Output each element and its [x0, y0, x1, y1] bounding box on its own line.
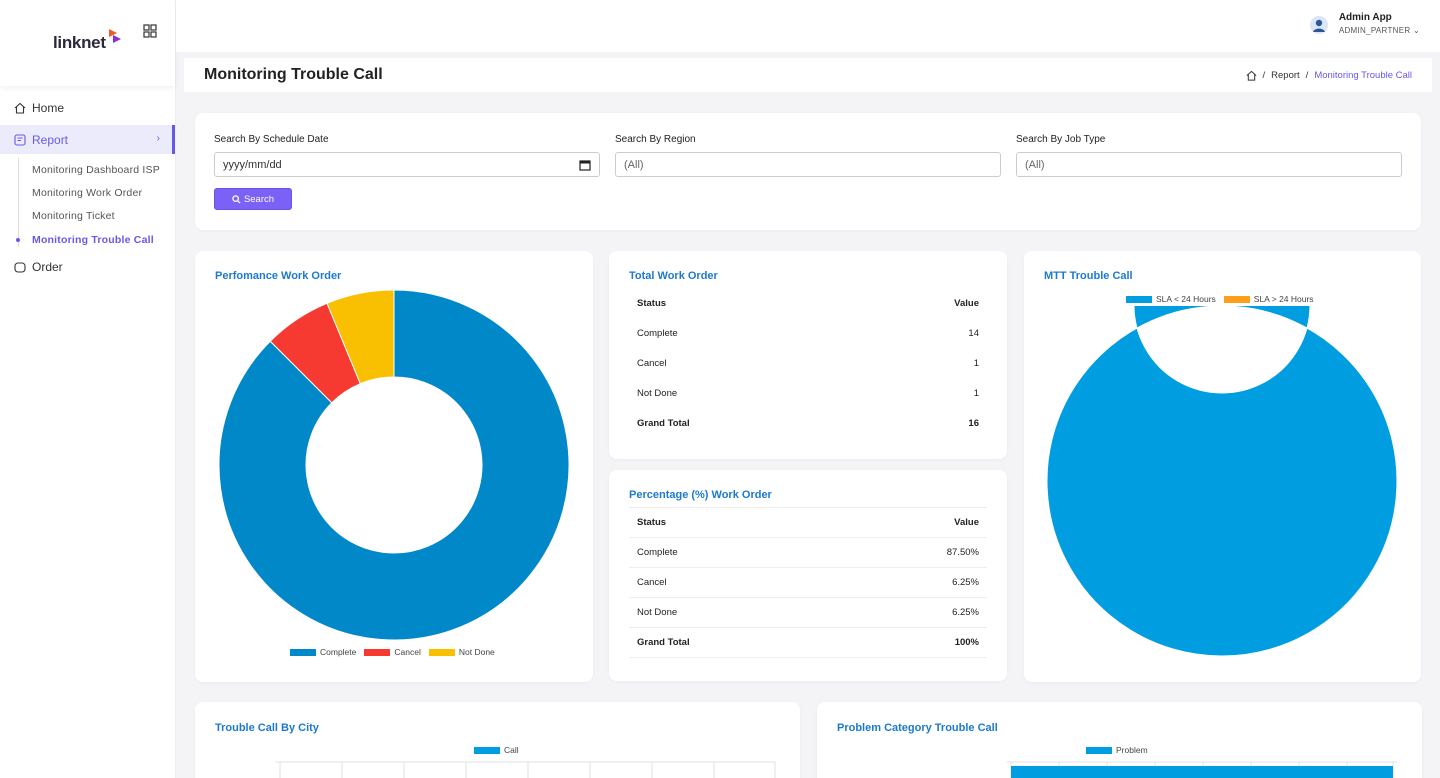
pct-wo-title: Percentage (%) Work Order — [629, 489, 772, 501]
search-button[interactable]: Search — [214, 188, 292, 210]
home-icon — [14, 102, 26, 114]
page-header: Monitoring Trouble Call / Report / Monit… — [184, 58, 1432, 92]
table-row: Cancel 1 — [637, 357, 979, 369]
problem-card: Problem Category Trouble Call Problem — [817, 702, 1422, 778]
legend-item-cancel[interactable]: Cancel — [364, 647, 421, 657]
problem-bar — [1011, 766, 1393, 778]
user-role: ADMIN_PARTNER ⌄ — [1338, 26, 1420, 35]
legend-swatch — [1223, 295, 1250, 303]
table-row: Complete 87.50% — [629, 537, 987, 568]
jobtype-select[interactable]: (All) — [1016, 152, 1402, 177]
logo-area: linknet — [0, 0, 175, 86]
table-row: Complete 14 — [637, 327, 979, 339]
breadcrumb: / Report / Monitoring Trouble Call — [1246, 70, 1412, 81]
brand-logo[interactable]: linknet — [53, 33, 106, 52]
order-icon — [14, 261, 26, 273]
top-bar: Admin App ADMIN_PARTNER ⌄ — [176, 0, 1440, 52]
sidebar-item-label: Report — [32, 132, 69, 147]
donut-slice-complete[interactable] — [218, 289, 570, 641]
pct-wo-table: Status Value Complete 87.50% Cancel 6.25% N… — [629, 507, 987, 658]
mtt-legend: SLA < 24 Hours SLA > 24 Hours — [1126, 294, 1322, 304]
date-filter-label: Search By Schedule Date — [214, 134, 329, 145]
city-card: Trouble Call By City Call — [195, 702, 800, 778]
sidebar-item-home[interactable]: Home — [0, 92, 175, 123]
grand-total-row: Grand Total 16 — [637, 417, 979, 429]
legend-item-not-done[interactable]: Not Done — [428, 647, 495, 657]
user-menu[interactable]: Admin App ADMIN_PARTNER ⌄ — [1309, 12, 1420, 35]
mtt-title: MTT Trouble Call — [1044, 270, 1133, 282]
logo-mark-icon — [109, 29, 121, 43]
legend-item-sla-lt-24[interactable]: SLA < 24 Hours — [1126, 294, 1216, 304]
legend-item-call[interactable]: Call — [474, 745, 519, 755]
sidebar-item-label: Order — [32, 259, 63, 274]
city-legend: Call — [474, 745, 527, 755]
mtt-card: MTT Trouble Call SLA < 24 Hours SLA > 24… — [1024, 251, 1421, 682]
submenu-item-ticket[interactable]: Monitoring Ticket — [32, 210, 115, 223]
breadcrumb-current: Monitoring Trouble Call — [1314, 69, 1412, 81]
legend-item-complete[interactable]: Complete — [290, 647, 356, 657]
legend-swatch — [1126, 295, 1152, 303]
sidebar-item-label: Home — [32, 100, 65, 115]
chevron-right-icon: › — [156, 133, 160, 144]
legend-swatch — [364, 648, 391, 656]
sidebar: linknet Home Report › Monitoring Dash — [0, 0, 176, 778]
performance-donut-chart — [218, 289, 570, 641]
problem-legend: Problem — [1086, 745, 1156, 755]
report-icon — [14, 133, 26, 146]
performance-title: Perfomance Work Order — [215, 270, 342, 282]
jobtype-filter-label: Search By Job Type — [1016, 134, 1106, 145]
avatar-icon — [1309, 16, 1328, 34]
mtt-donut-chart — [1046, 306, 1398, 657]
schedule-date-input[interactable]: yyyy/mm/dd — [214, 152, 600, 177]
region-filter-label: Search By Region — [615, 134, 696, 145]
sidebar-nav: Home Report › Monitoring Dashboard ISP M… — [0, 86, 175, 282]
problem-title: Problem Category Trouble Call — [837, 722, 998, 734]
legend-swatch — [1086, 746, 1112, 754]
total-wo-table: Status Value Complete 14 Cancel 1 Not Done 1… — [629, 288, 987, 438]
problem-bar-chart — [1007, 761, 1397, 778]
legend-swatch — [474, 746, 500, 754]
table-row: Not Done 6.25% — [629, 597, 987, 628]
page-title: Monitoring Trouble Call — [204, 66, 383, 83]
legend-swatch — [290, 648, 316, 656]
percentage-work-order-card: Percentage (%) Work Order Status Value Co… — [609, 470, 1007, 681]
sidebar-item-order[interactable]: Order — [0, 251, 175, 282]
filter-card: Search By Schedule Date yyyy/mm/dd Searc… — [195, 113, 1421, 230]
table-row: Not Done 1 — [637, 387, 979, 399]
performance-legend: Complete Cancel Not Done — [290, 647, 503, 657]
donut-slice-not-done[interactable] — [326, 289, 395, 385]
region-select[interactable]: (All) — [615, 152, 1001, 177]
calendar-icon[interactable] — [579, 159, 591, 171]
submenu-item-trouble-call[interactable]: Monitoring Trouble Call — [16, 228, 175, 251]
submenu-item-work-order[interactable]: Monitoring Work Order — [32, 186, 143, 199]
home-icon[interactable] — [1246, 70, 1257, 81]
donut-slice-sla-24-hours[interactable] — [1046, 306, 1398, 657]
sidebar-item-report[interactable]: Report › — [0, 125, 175, 154]
city-title: Trouble Call By City — [215, 722, 319, 734]
legend-item-problem[interactable]: Problem — [1086, 745, 1148, 755]
performance-card: Perfomance Work Order Complete Cancel No… — [195, 251, 593, 682]
submenu-item-dashboard-isp[interactable]: Monitoring Dashboard ISP — [32, 163, 160, 176]
total-wo-title: Total Work Order — [629, 270, 718, 282]
legend-item-sla-gt-24[interactable]: SLA > 24 Hours — [1223, 294, 1314, 304]
chevron-down-icon: ⌄ — [1412, 26, 1420, 35]
grand-total-row: Grand Total 100% — [629, 627, 987, 658]
legend-swatch — [428, 648, 455, 656]
breadcrumb-report[interactable]: Report — [1271, 69, 1300, 81]
table-header-row: Status Value — [637, 297, 979, 309]
total-work-order-card: Total Work Order Status Value Complete 14 … — [609, 251, 1007, 459]
report-submenu: Monitoring Dashboard ISP Monitoring Work… — [0, 158, 175, 251]
city-bar-chart — [275, 761, 776, 778]
search-icon — [232, 194, 241, 204]
user-name: Admin App — [1338, 12, 1392, 23]
table-row: Cancel 6.25% — [629, 567, 987, 598]
apps-grid-icon[interactable] — [143, 24, 157, 38]
table-header-row: Status Value — [629, 507, 987, 538]
